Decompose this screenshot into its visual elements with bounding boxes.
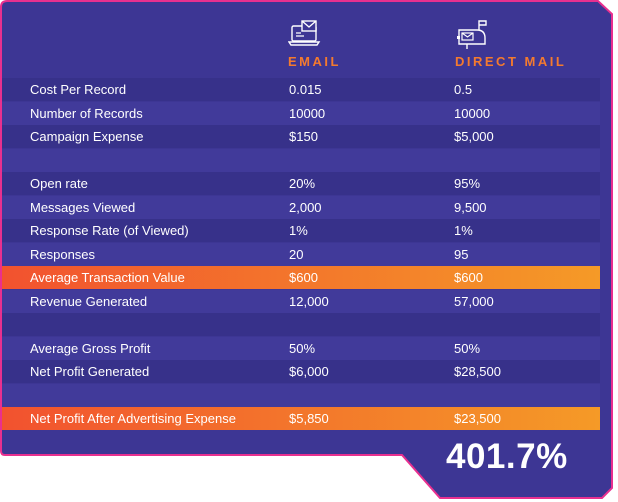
row-label: Number of Records bbox=[30, 106, 143, 121]
direct-mail-value: $23,500 bbox=[454, 411, 501, 426]
row-label: Net Profit Generated bbox=[30, 364, 150, 379]
table-row: Net Profit After Advertising Expense $5,8… bbox=[2, 407, 600, 430]
table-row: Net Profit Generated $6,000 $28,500 bbox=[2, 360, 600, 383]
row-label: Average Gross Profit bbox=[30, 341, 151, 356]
direct-mail-value: 10000 bbox=[454, 106, 491, 121]
table-row: Messages Viewed 2,000 9,500 bbox=[2, 196, 600, 219]
table-row: Campaign Expense $150 $5,000 bbox=[2, 125, 600, 148]
row-label: Open rate bbox=[30, 176, 88, 191]
direct-mail-value: 0.5 bbox=[454, 82, 473, 97]
table-spacer-row bbox=[2, 313, 600, 336]
table-row: Open rate 20% 95% bbox=[2, 172, 600, 195]
direct-mail-value: 1% bbox=[454, 223, 473, 238]
direct-mail-value: $28,500 bbox=[454, 364, 501, 379]
row-label: Net Profit After Advertising Expense bbox=[30, 411, 236, 426]
row-label: Average Transaction Value bbox=[30, 270, 185, 285]
email-value: $150 bbox=[289, 129, 318, 144]
email-laptop-icon bbox=[288, 20, 321, 46]
table-row: Average Transaction Value $600 $600 bbox=[2, 266, 600, 289]
email-column-title: EMAIL bbox=[288, 54, 341, 69]
direct-mail-value: $5,000 bbox=[454, 129, 494, 144]
row-label: Campaign Expense bbox=[30, 129, 144, 144]
email-value: $6,000 bbox=[289, 364, 329, 379]
email-value: 0.015 bbox=[289, 82, 322, 97]
table-row: Average Gross Profit 50% 50% bbox=[2, 337, 600, 360]
email-value: $5,850 bbox=[289, 411, 329, 426]
direct-mail-value: 9,500 bbox=[454, 200, 487, 215]
table-row: Revenue Generated 12,000 57,000 bbox=[2, 290, 600, 313]
direct-mail-value: 57,000 bbox=[454, 294, 494, 309]
email-value: 50% bbox=[289, 341, 316, 356]
row-label: Responses bbox=[30, 247, 96, 262]
direct-mail-value: 95% bbox=[454, 176, 481, 191]
email-value: 1% bbox=[289, 223, 308, 238]
email-column-header: EMAIL bbox=[284, 10, 424, 80]
direct-mail-value: 95 bbox=[454, 247, 469, 262]
email-value: 12,000 bbox=[289, 294, 329, 309]
row-label: Revenue Generated bbox=[30, 294, 148, 309]
roi-result: 401.7% bbox=[446, 437, 568, 476]
mailbox-icon bbox=[457, 20, 487, 49]
row-label: Response Rate (of Viewed) bbox=[30, 223, 189, 238]
table-spacer-row bbox=[2, 384, 600, 407]
direct-mail-column-header: DIRECT MAIL bbox=[451, 10, 601, 80]
table-row: Number of Records 10000 10000 bbox=[2, 102, 600, 125]
direct-mail-column-title: DIRECT MAIL bbox=[455, 54, 567, 69]
table-row: Response Rate (of Viewed) 1% 1% bbox=[2, 219, 600, 242]
email-value: 20% bbox=[289, 176, 316, 191]
row-label: Cost Per Record bbox=[30, 82, 127, 97]
table-spacer-row bbox=[2, 149, 600, 172]
direct-mail-value: $600 bbox=[454, 270, 483, 285]
table-row: Cost Per Record 0.015 0.5 bbox=[2, 78, 600, 101]
email-value: $600 bbox=[289, 270, 318, 285]
row-label: Messages Viewed bbox=[30, 200, 136, 215]
direct-mail-value: 50% bbox=[454, 341, 481, 356]
table-row: Responses 20 95 bbox=[2, 243, 600, 266]
email-value: 10000 bbox=[289, 106, 326, 121]
email-value: 20 bbox=[289, 247, 304, 262]
email-value: 2,000 bbox=[289, 200, 322, 215]
